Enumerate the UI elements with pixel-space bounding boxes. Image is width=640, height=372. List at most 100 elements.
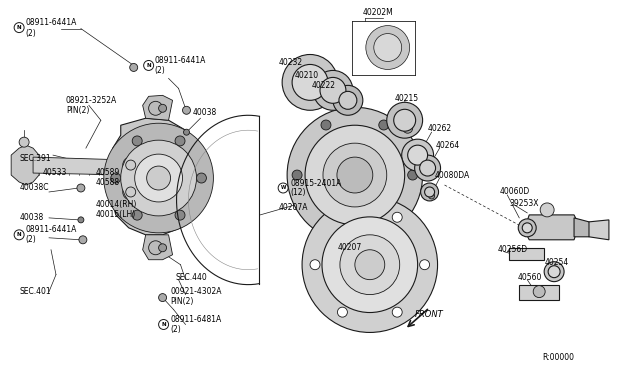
Circle shape [148, 241, 163, 255]
Circle shape [352, 212, 358, 218]
Circle shape [337, 157, 373, 193]
Circle shape [332, 206, 338, 212]
Circle shape [132, 210, 142, 220]
Circle shape [123, 142, 195, 214]
Polygon shape [33, 157, 131, 175]
Circle shape [340, 235, 400, 295]
Text: 40232: 40232 [278, 58, 302, 67]
Circle shape [184, 129, 189, 135]
Text: N: N [17, 25, 22, 30]
Text: 40215: 40215 [395, 94, 419, 103]
Text: N: N [147, 63, 151, 68]
Text: 40589: 40589 [96, 167, 120, 177]
Circle shape [111, 173, 121, 183]
Circle shape [325, 145, 385, 205]
Text: FRONT: FRONT [415, 310, 444, 319]
Text: (12): (12) [290, 189, 306, 198]
Polygon shape [524, 215, 579, 240]
Text: 40202M: 40202M [363, 8, 394, 17]
Circle shape [14, 23, 24, 33]
Circle shape [123, 157, 139, 173]
Text: 40080DA: 40080DA [435, 170, 470, 180]
Circle shape [19, 137, 29, 147]
Text: 40560: 40560 [517, 273, 541, 282]
Circle shape [387, 102, 422, 138]
Text: 08911-6441A: 08911-6441A [25, 18, 77, 27]
Text: (2): (2) [171, 325, 181, 334]
Circle shape [320, 77, 346, 103]
Circle shape [132, 136, 142, 146]
Circle shape [78, 217, 84, 223]
Text: 40038C: 40038C [19, 183, 49, 192]
Circle shape [307, 127, 403, 223]
Circle shape [337, 212, 348, 222]
Circle shape [175, 136, 185, 146]
Text: 40207: 40207 [338, 243, 362, 252]
Circle shape [402, 139, 433, 171]
Circle shape [339, 92, 357, 109]
Polygon shape [143, 235, 173, 260]
Text: 00921-4302A: 00921-4302A [171, 287, 222, 296]
Circle shape [302, 197, 438, 333]
Circle shape [137, 156, 180, 200]
Circle shape [317, 192, 323, 198]
Text: (2): (2) [155, 66, 165, 75]
Text: PIN(2): PIN(2) [66, 106, 90, 115]
Circle shape [278, 183, 288, 193]
Circle shape [415, 155, 440, 181]
Circle shape [429, 193, 435, 199]
Circle shape [372, 206, 378, 212]
Circle shape [420, 260, 429, 270]
Circle shape [312, 172, 318, 178]
Circle shape [175, 210, 185, 220]
Text: N: N [17, 232, 22, 237]
Text: 40207A: 40207A [278, 203, 308, 212]
Circle shape [104, 123, 213, 233]
Text: PIN(2): PIN(2) [171, 297, 194, 306]
Circle shape [392, 307, 402, 317]
Circle shape [123, 184, 139, 200]
Polygon shape [519, 285, 559, 299]
Circle shape [403, 123, 413, 133]
Circle shape [420, 160, 436, 176]
Circle shape [408, 170, 418, 180]
Circle shape [77, 184, 85, 192]
Circle shape [366, 26, 410, 70]
Circle shape [182, 106, 191, 114]
Text: SEC.440: SEC.440 [175, 273, 207, 282]
Polygon shape [143, 95, 173, 120]
Circle shape [408, 145, 428, 165]
Circle shape [313, 70, 353, 110]
Text: 40038: 40038 [193, 108, 217, 117]
Text: 40014(RH): 40014(RH) [96, 201, 137, 209]
Text: 39253X: 39253X [509, 199, 539, 208]
Text: SEC.391: SEC.391 [19, 154, 51, 163]
Circle shape [323, 143, 387, 207]
Text: 40222: 40222 [312, 81, 336, 90]
Polygon shape [574, 218, 594, 237]
Circle shape [387, 262, 393, 268]
Circle shape [374, 33, 402, 61]
Circle shape [372, 138, 378, 144]
Circle shape [322, 217, 418, 312]
Circle shape [544, 262, 564, 282]
Circle shape [159, 104, 166, 112]
Polygon shape [509, 248, 544, 260]
Circle shape [332, 138, 338, 144]
Text: N: N [161, 322, 166, 327]
Text: 40533: 40533 [43, 167, 67, 177]
Text: 40210: 40210 [295, 71, 319, 80]
Circle shape [392, 212, 402, 222]
Circle shape [518, 219, 536, 237]
Text: 08911-6441A: 08911-6441A [155, 56, 206, 65]
Text: 08911-6441A: 08911-6441A [25, 225, 77, 234]
Text: R:00000: R:00000 [542, 353, 574, 362]
Circle shape [125, 160, 136, 170]
Circle shape [147, 166, 171, 190]
Circle shape [540, 203, 554, 217]
Circle shape [352, 132, 358, 138]
Text: 40015(LH): 40015(LH) [96, 211, 136, 219]
Circle shape [387, 192, 392, 198]
Circle shape [321, 220, 331, 230]
Text: 40262: 40262 [428, 124, 452, 133]
